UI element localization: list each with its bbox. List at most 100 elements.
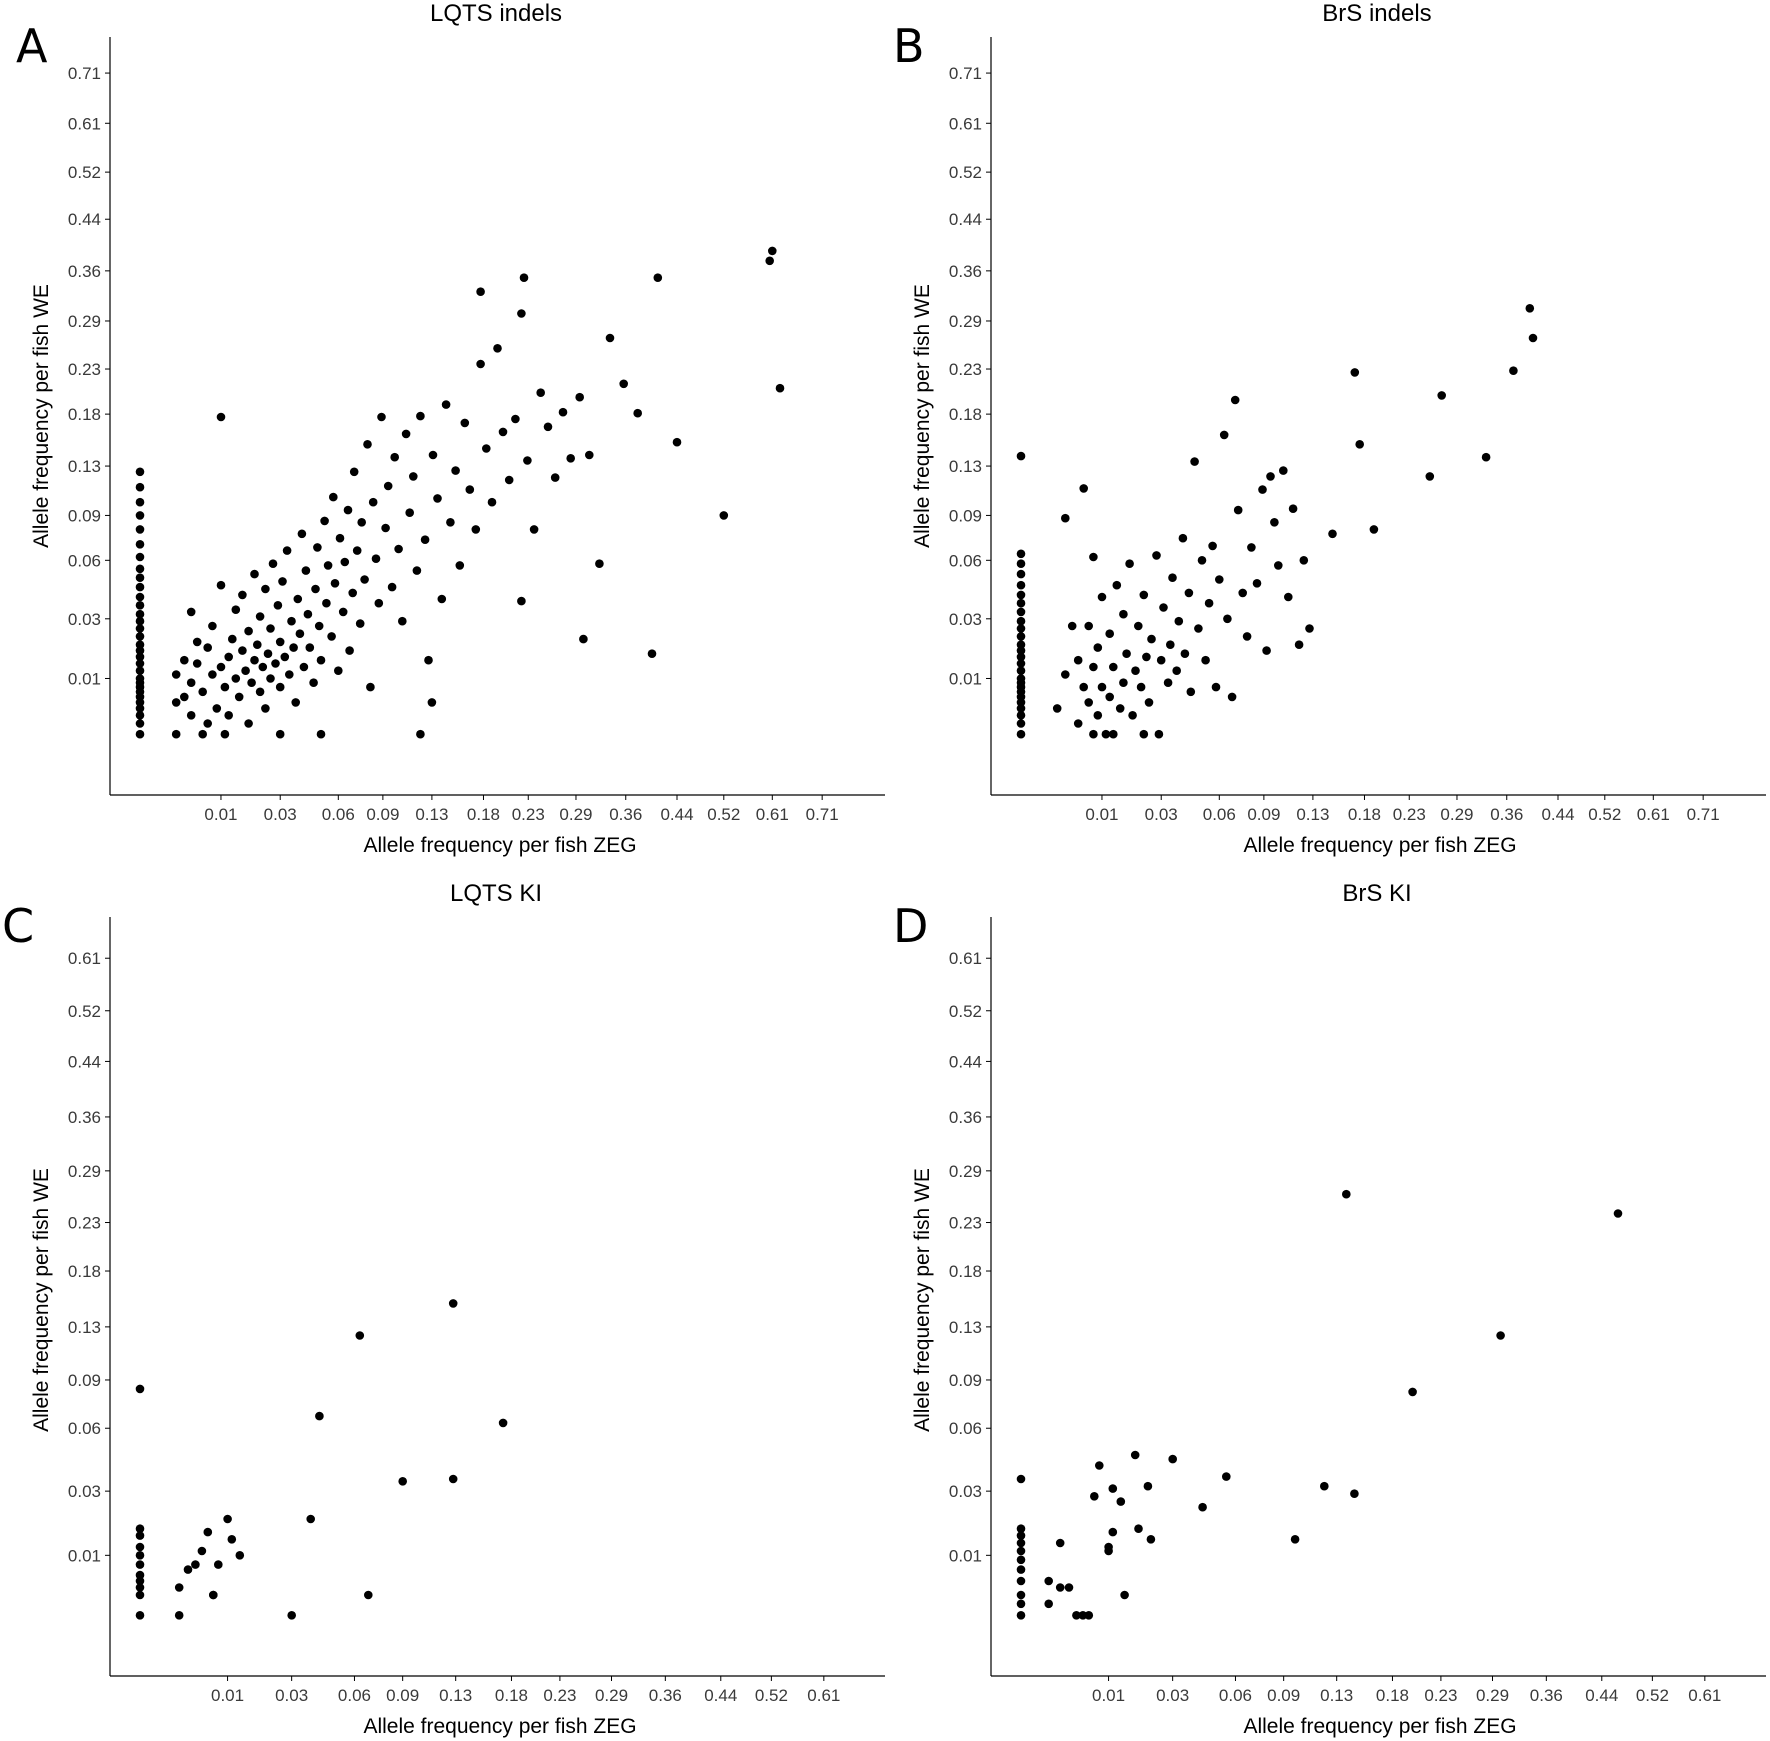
- panel-c-data-point: [448, 1299, 458, 1308]
- panel-a-data-point: [135, 609, 145, 619]
- panel-d-data-point: [1095, 1461, 1104, 1470]
- panel-c-y-tick-label: 0.06: [68, 1419, 101, 1438]
- panel-c-data-point: [355, 1331, 365, 1340]
- panel-b-data-point: [1016, 640, 1026, 649]
- panel-c-y-tick-label: 0.13: [68, 1318, 101, 1337]
- panel-a-data-point: [455, 561, 465, 570]
- panel-b-data-point: [1247, 543, 1256, 552]
- panel-a-data-point: [487, 497, 497, 507]
- panel-c-x-tick-label: 0.36: [649, 1686, 682, 1705]
- panel-c-data-point: [183, 1565, 193, 1574]
- panel-a-data-point: [216, 580, 226, 590]
- panel-b-data-point: [1425, 472, 1435, 481]
- panel-c-x-tick-label: 0.06: [338, 1686, 371, 1705]
- panel-a-y-tick-label: 0.71: [68, 64, 101, 83]
- panel-b-data-point: [1016, 711, 1026, 720]
- panel-b-data-point: [1016, 580, 1026, 590]
- panel-a-data-point: [280, 652, 290, 662]
- panel-c-plot-area: 0.01 0.03 0.06 0.09 0.13 0.18 0.23 0.29 0.36 0.44…: [68, 949, 840, 1705]
- panel-a-y-tick-label: 0.36: [68, 262, 101, 281]
- panel-a-data-point: [186, 711, 196, 720]
- panel-b-data-point: [1089, 552, 1098, 562]
- panel-a-x-tick-label: 0.03: [264, 805, 297, 824]
- panel-a-data-point: [352, 546, 362, 555]
- panel-a-data-point: [314, 621, 324, 631]
- panel-b-data-point: [1288, 504, 1298, 513]
- panel-a-x-tick-label: 0.01: [204, 805, 237, 824]
- panel-d-y-tick-label: 0.09: [949, 1371, 982, 1390]
- panel-c-y-tick-label: 0.44: [68, 1052, 101, 1071]
- panel-a-data-point: [653, 273, 663, 283]
- panel-b-data-point: [1136, 682, 1146, 692]
- panel-a-data-point: [383, 481, 393, 491]
- panel-a-data-point: [433, 494, 442, 503]
- panel-a-data-point: [605, 333, 615, 343]
- panel-b-data-point: [1073, 719, 1083, 728]
- panel-a-data-point: [348, 588, 358, 598]
- panel-a-y-tick-label: 0.13: [68, 457, 101, 476]
- panel-a-data-point: [255, 687, 265, 697]
- panel-a-data-point: [579, 634, 588, 644]
- panel-c-data-point: [135, 1576, 145, 1586]
- panel-a-data-point: [135, 659, 145, 668]
- panel-a-x-tick-label: 0.13: [415, 805, 448, 824]
- panel-a-data-point: [252, 640, 262, 649]
- panel-b-data-point: [1105, 692, 1114, 702]
- panel-d-data-point: [1090, 1492, 1099, 1501]
- panel-b-x-tick-label: 0.29: [1440, 805, 1473, 824]
- panel-c-data-point: [287, 1611, 297, 1620]
- panel-d-data-point: [1116, 1497, 1126, 1506]
- panel-a-data-point: [268, 559, 278, 568]
- panel-c-y-axis-label: Allele frequency per fish WE: [30, 1168, 53, 1432]
- panel-a-data-point: [451, 466, 460, 475]
- panel-a-data-point: [186, 678, 196, 687]
- panel-b-data-point: [1016, 652, 1026, 662]
- panel-a-data-point: [523, 456, 532, 465]
- panel-d-data-point: [1084, 1611, 1094, 1620]
- panel-b-data-point: [1016, 719, 1026, 728]
- panel-c-y-tick-label: 0.01: [68, 1546, 101, 1565]
- panel-d-x-tick-label: 0.36: [1530, 1686, 1563, 1705]
- panel-b-data-point: [1294, 640, 1304, 649]
- panel-a-x-tick-label: 0.18: [467, 805, 500, 824]
- panel-a-data-point: [338, 607, 348, 617]
- panel-b-data-point: [1016, 569, 1026, 579]
- panel-a-data-point: [228, 634, 237, 644]
- panel-a-data-point: [334, 666, 343, 675]
- panel-b-data-point: [1279, 466, 1288, 475]
- panel-b-data-point: [1079, 484, 1088, 493]
- panel-d-x-tick-label: 0.03: [1156, 1686, 1189, 1705]
- panel-d-plot-area: 0.01 0.03 0.06 0.09 0.13 0.18 0.23 0.29 0.36 0.44…: [949, 949, 1721, 1705]
- panel-a-data-point: [198, 729, 207, 739]
- panel-a-data-point: [303, 609, 313, 619]
- panel-b-data-point: [1128, 711, 1137, 720]
- panel-a-data-point: [360, 575, 369, 584]
- panel-c-data-point: [135, 1542, 145, 1552]
- panel-b-data-point: [1284, 592, 1293, 602]
- panel-a-data-point: [647, 649, 657, 658]
- panel-d-y-tick-label: 0.03: [949, 1482, 982, 1501]
- panel-b-data-point: [1194, 624, 1203, 633]
- panel-c-y-tick-label: 0.18: [68, 1262, 101, 1281]
- panel-b-y-tick-label: 0.18: [949, 405, 982, 424]
- panel-b-data-point: [1067, 621, 1077, 631]
- panel-b-data-point: [1093, 711, 1103, 720]
- panel-b-data-point: [1525, 304, 1535, 313]
- panel-a-data-point: [208, 670, 217, 679]
- panel-b-data-point: [1299, 556, 1309, 565]
- panel-b-data-point: [1180, 649, 1190, 658]
- panel-a-data-point: [224, 652, 233, 662]
- panel-a-data-point: [266, 624, 275, 633]
- panel-b-data-point: [1089, 662, 1098, 672]
- panel-d-x-tick-label: 0.13: [1320, 1686, 1353, 1705]
- panel-b-x-tick-label: 0.36: [1490, 805, 1523, 824]
- panel-a-data-point: [301, 566, 311, 575]
- panel-a-data-point: [498, 427, 508, 437]
- panel-a-data-point: [266, 674, 275, 683]
- panel-a-y-tick-label: 0.44: [68, 210, 101, 229]
- panel-c-y-tick-label: 0.09: [68, 1371, 101, 1390]
- panel-b-data-point: [1211, 682, 1221, 692]
- panel-d-data-point: [1613, 1209, 1623, 1218]
- panel-c-y-tick-label: 0.23: [68, 1214, 101, 1233]
